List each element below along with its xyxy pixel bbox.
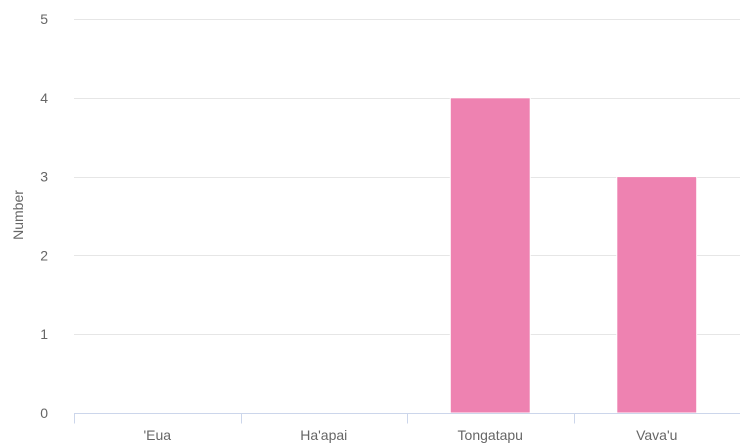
y-tick-label: 4 [40, 90, 48, 106]
bars [449, 97, 698, 414]
x-axis: 'Eua Ha'apai Tongatapu Vava'u [74, 413, 740, 443]
x-tick-label: Vava'u [636, 427, 677, 443]
y-tick-label: 5 [40, 11, 48, 27]
y-axis-title: Number [10, 190, 26, 240]
y-tick-label: 1 [40, 326, 48, 342]
x-tick-label: 'Eua [143, 427, 171, 443]
x-tick-label: Tongatapu [458, 427, 523, 443]
bar[interactable] [449, 97, 531, 414]
y-tick-label: 0 [40, 405, 48, 421]
y-tick-label: 3 [40, 169, 48, 185]
y-tick-label: 2 [40, 247, 48, 263]
x-tick-label: Ha'apai [300, 427, 347, 443]
y-axis-tick-labels: 0 1 2 3 4 5 [40, 11, 48, 421]
bar[interactable] [616, 176, 698, 414]
